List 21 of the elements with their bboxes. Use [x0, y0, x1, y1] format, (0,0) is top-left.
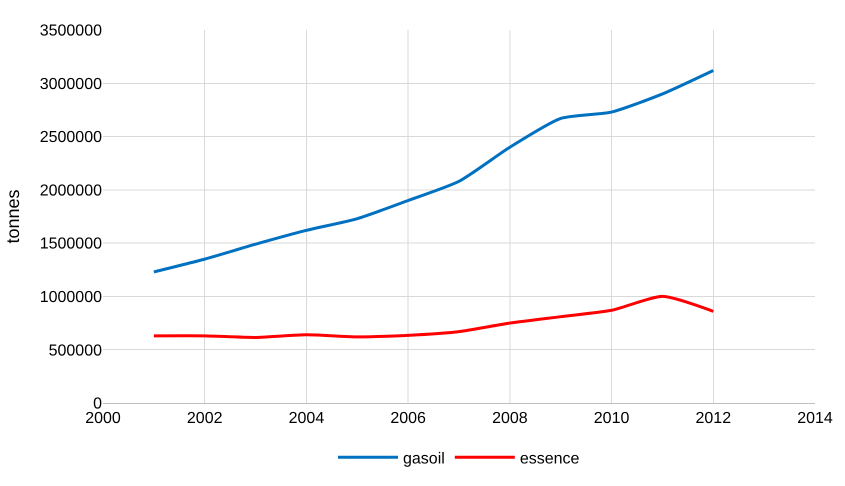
- y-tick-label: 2000000: [40, 182, 102, 200]
- y-tick-label: 500000: [48, 342, 102, 360]
- x-tick-label: 2006: [390, 410, 426, 428]
- y-tick-label: 3500000: [40, 22, 102, 40]
- line-series: [152, 69, 715, 274]
- y-tick-label: 0: [93, 396, 102, 413]
- y-axis-title: tonnes: [2, 189, 23, 244]
- x-tick-label: 2008: [492, 410, 528, 428]
- legend-label: gasoil: [403, 450, 445, 468]
- y-tick-label: 3000000: [40, 76, 102, 93]
- y-tick-label: 1500000: [40, 236, 102, 253]
- y-tick-label: 2500000: [40, 129, 102, 146]
- x-tick-label: 2010: [594, 410, 630, 428]
- x-tick-label: 2004: [288, 410, 324, 428]
- legend-label: essence: [520, 450, 580, 468]
- x-tick-label: 2012: [695, 410, 732, 428]
- x-tick-label: 2002: [186, 410, 223, 428]
- x-tick-label: 2000: [85, 410, 121, 428]
- x-tick-label: 2014: [797, 410, 833, 428]
- y-tick-label: 1000000: [40, 289, 102, 306]
- line-series: [152, 294, 715, 339]
